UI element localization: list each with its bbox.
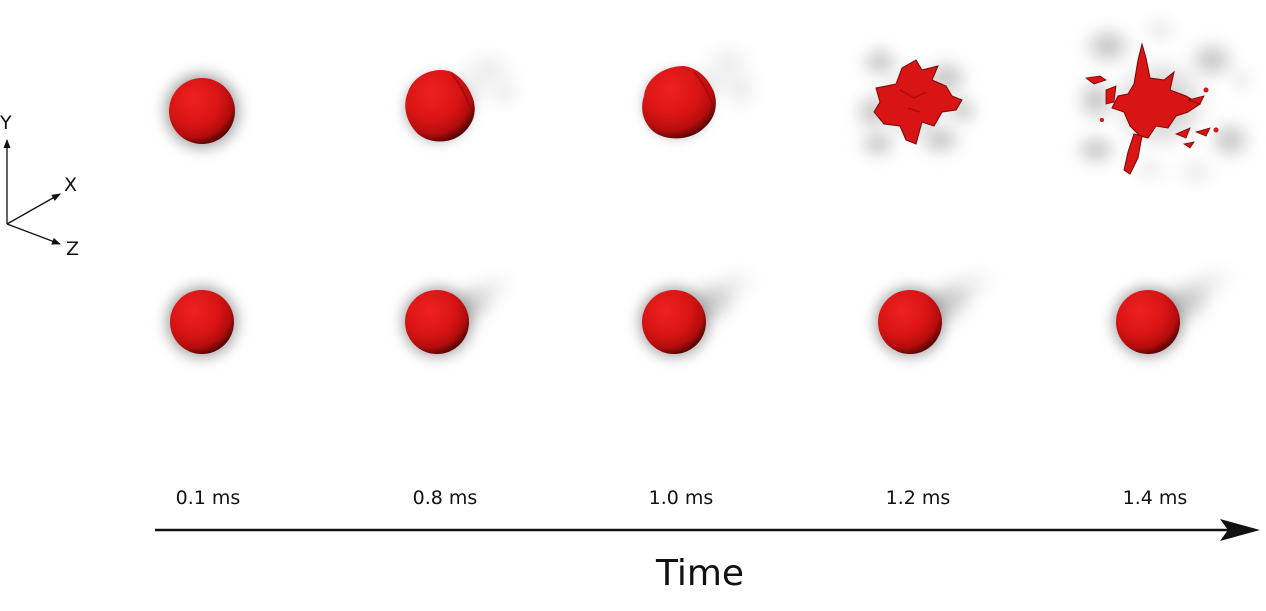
droplet-top-0-1ms <box>154 63 250 159</box>
droplet-fragment <box>1194 127 1211 137</box>
droplet-sphere <box>642 290 706 354</box>
x-axis-line <box>6 193 61 225</box>
time-axis-title: Time <box>655 553 745 594</box>
time-label-2: 1.0 ms <box>648 487 714 509</box>
time-arrow <box>155 519 1260 541</box>
time-label-1: 0.8 ms <box>412 487 478 509</box>
droplet-fragment-sheet <box>873 59 963 145</box>
droplet-top-0-8ms <box>396 48 525 150</box>
x-axis-label: X <box>64 174 78 196</box>
y-axis-label: Y <box>0 112 12 134</box>
droplet-deformed <box>642 66 716 139</box>
droplet-fragment <box>1182 141 1195 149</box>
droplet-sphere <box>170 290 234 354</box>
droplet-fragment <box>1203 87 1209 93</box>
time-label-3: 1.2 ms <box>885 487 951 509</box>
droplet-fragment <box>1174 127 1191 139</box>
droplet-sphere <box>169 78 235 144</box>
droplet-bottom-0-8ms <box>392 268 518 367</box>
time-label-4: 1.4 ms <box>1122 487 1188 509</box>
droplet-fragment <box>1186 95 1205 105</box>
droplet-bottom-1-4ms <box>1103 261 1242 367</box>
droplet-fragment-main <box>1111 42 1201 139</box>
droplet-sphere <box>878 290 942 354</box>
time-arrow-head <box>1220 519 1260 541</box>
droplet-bottom-1-0ms <box>629 264 764 367</box>
droplet-ligament <box>1123 133 1143 175</box>
droplet-fragment <box>1100 118 1104 122</box>
droplet-top-1-2ms <box>852 44 980 160</box>
droplet-fragment <box>1213 127 1219 133</box>
droplet-bottom-0-1ms <box>156 276 248 368</box>
z-axis-line <box>6 223 61 245</box>
droplet-sphere <box>405 290 469 354</box>
droplet-bottom-1-2ms <box>865 263 1002 367</box>
droplet-top-1-0ms <box>635 42 764 146</box>
droplet-fragment <box>1084 75 1107 85</box>
droplet-fragment <box>1105 85 1117 105</box>
time-label-0: 0.1 ms <box>175 487 241 509</box>
droplet-sphere <box>1116 290 1180 354</box>
axes-legend <box>3 139 61 245</box>
z-axis-label: Z <box>66 238 80 260</box>
droplet-top-1-4ms <box>1072 12 1258 190</box>
droplet-deformed <box>405 70 475 142</box>
